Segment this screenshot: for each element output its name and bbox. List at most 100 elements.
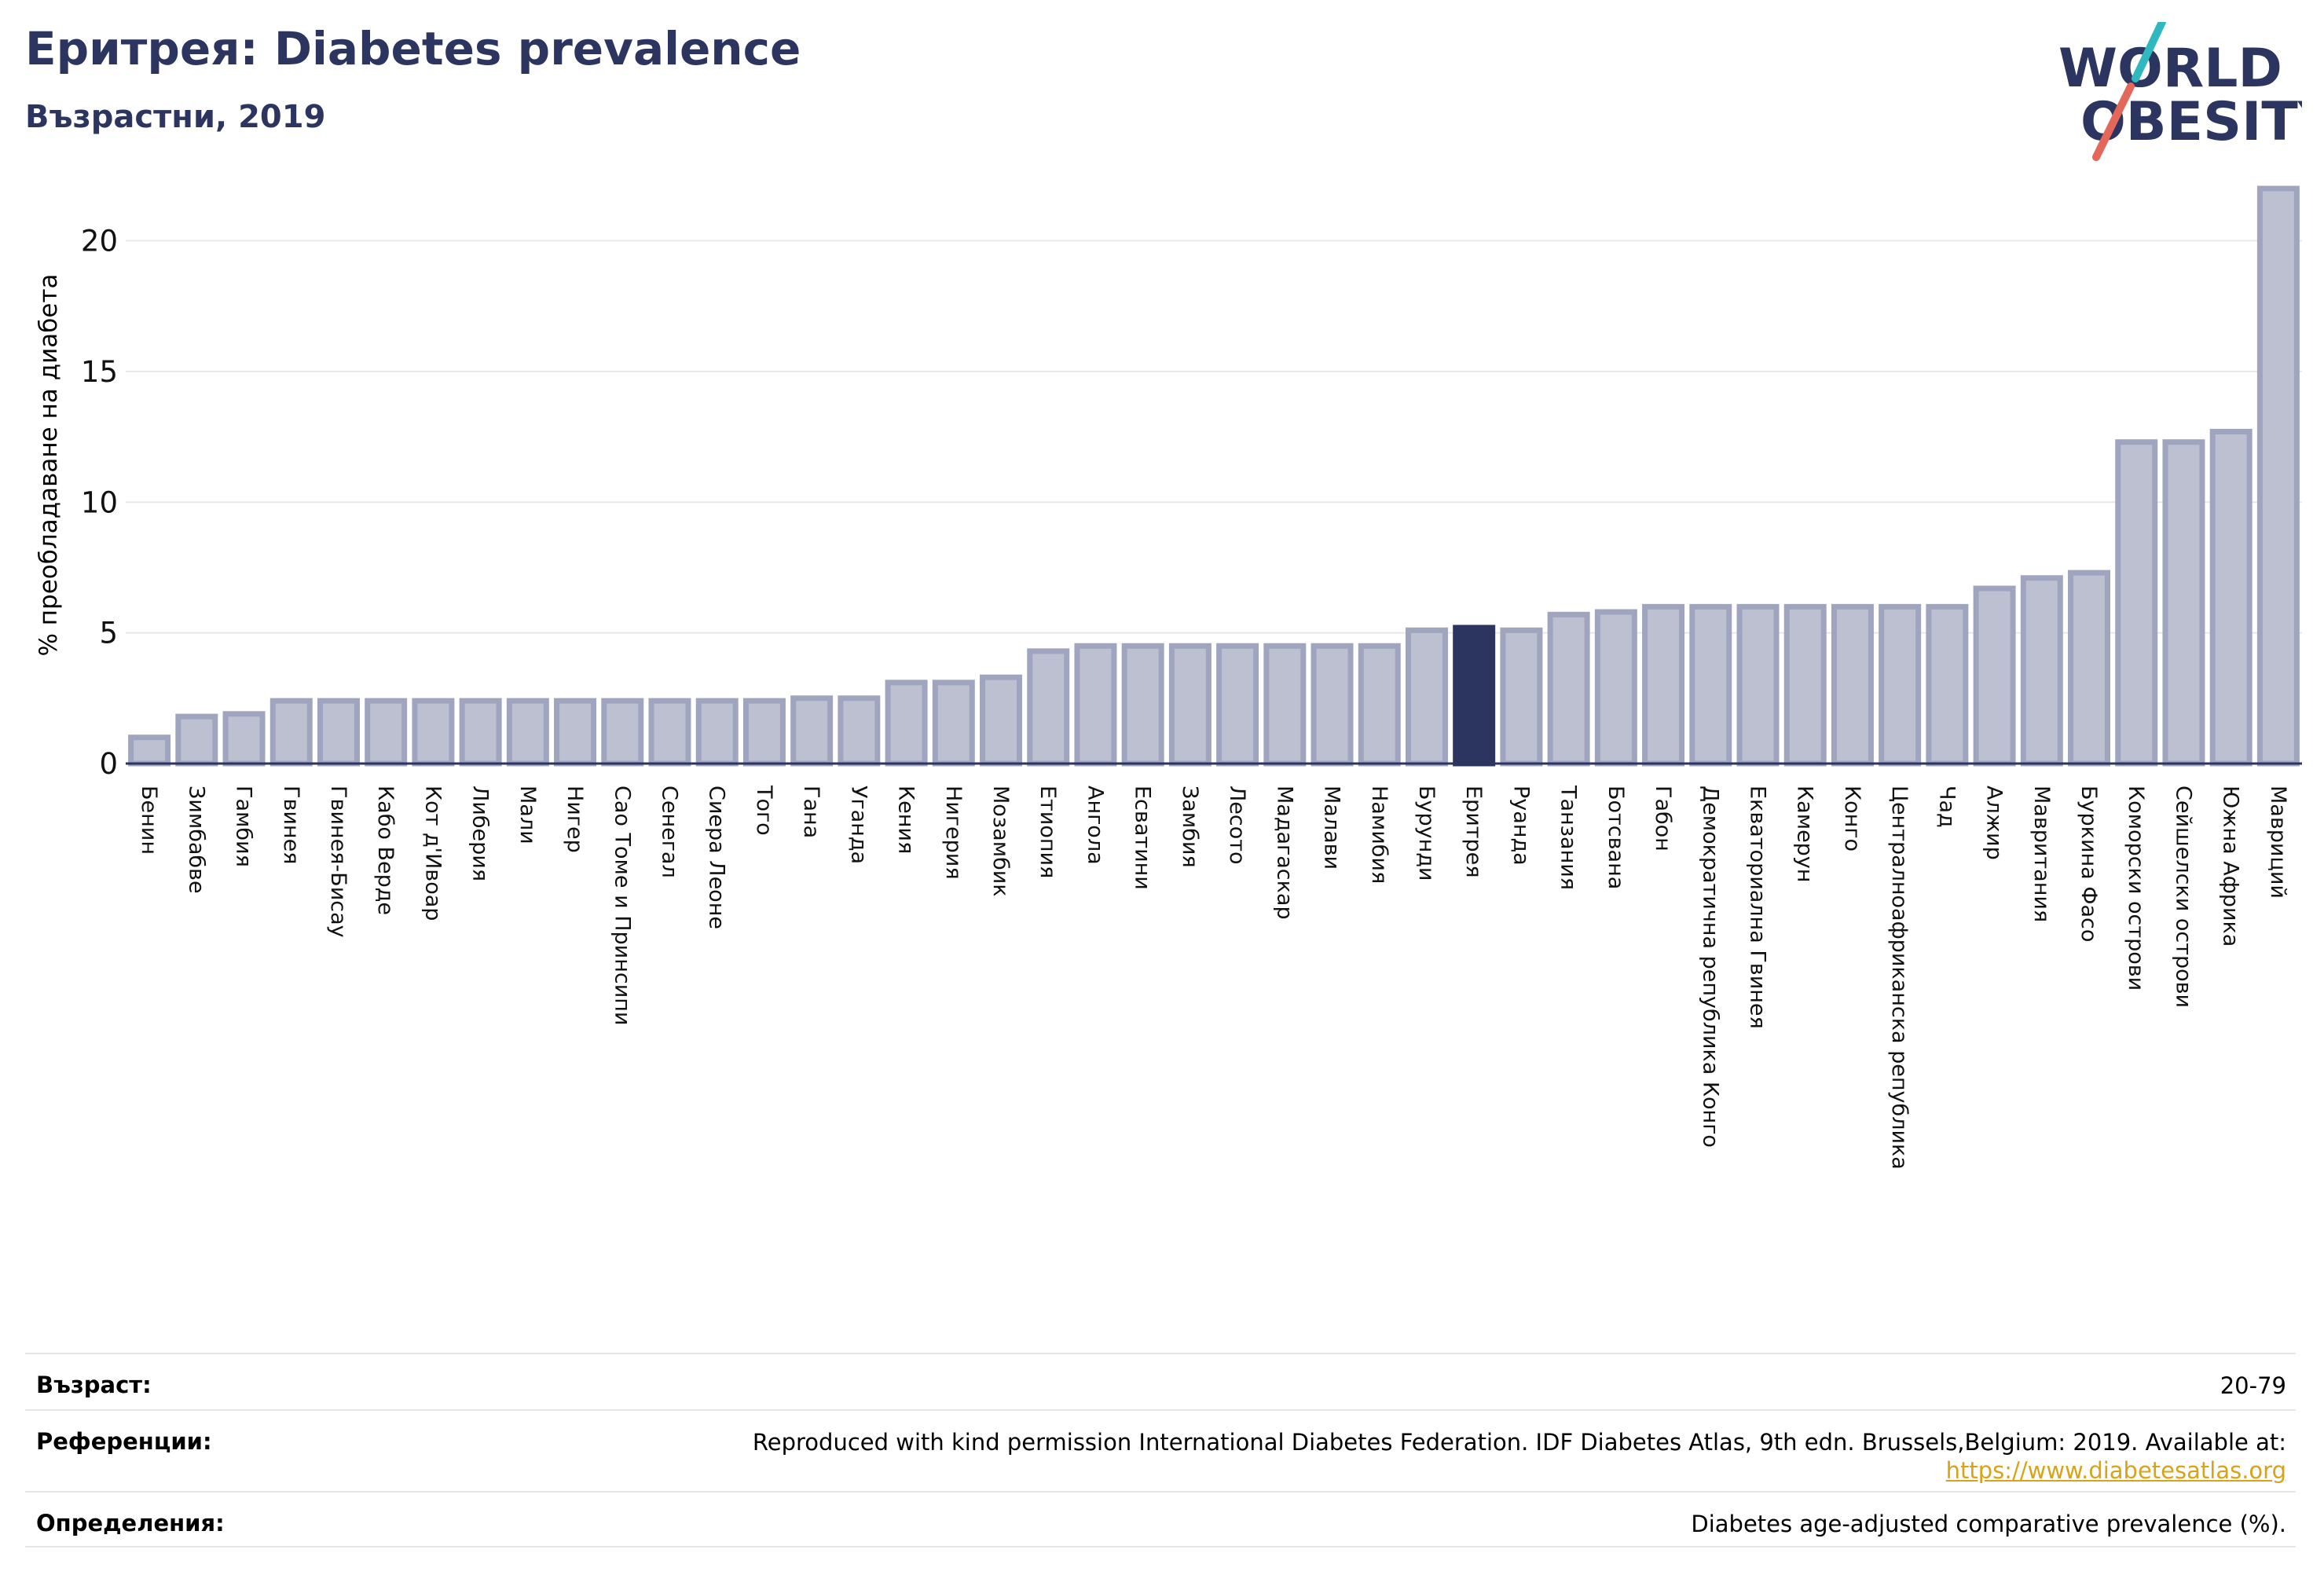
bar[interactable]: [222, 711, 266, 767]
bar[interactable]: [1642, 603, 1685, 767]
x-tick-label: Сао Томе и Принсипи: [610, 786, 634, 1025]
x-tick-label: Бенин: [137, 786, 161, 855]
y-tick-label: 0: [99, 747, 118, 781]
bar[interactable]: [742, 698, 786, 767]
age-value: 20-79: [2220, 1372, 2286, 1399]
bar[interactable]: [1358, 643, 1401, 767]
bar[interactable]: [554, 698, 597, 767]
bar-highlighted[interactable]: [1453, 625, 1496, 767]
logo-line-1: WORLD: [2058, 38, 2282, 100]
bar[interactable]: [2209, 428, 2253, 767]
x-tick-label: Мавриций: [2266, 786, 2290, 899]
bar[interactable]: [1310, 643, 1354, 767]
bar[interactable]: [790, 695, 834, 767]
x-axis-labels: Бенин Зимбабве Гамбия Гвинея Гвинея-Бисау Каб…: [137, 785, 2290, 1170]
bars: [128, 185, 2300, 767]
bar[interactable]: [2115, 439, 2158, 767]
bar[interactable]: [1500, 627, 1543, 767]
x-tick-label: Малави: [1320, 786, 1344, 870]
bar[interactable]: [1263, 643, 1307, 767]
y-tick-label: 10: [81, 485, 118, 519]
bar-chart: 0 5 10 15 20 Бенин Зимбабве Гамбия Гвинея Гвинея…: [81, 185, 2302, 1170]
bar[interactable]: [1879, 603, 1922, 767]
bar[interactable]: [506, 698, 549, 767]
x-tick-label: Мавритания: [2029, 786, 2054, 922]
bar[interactable]: [365, 698, 408, 767]
bar[interactable]: [1027, 648, 1070, 767]
bar[interactable]: [175, 713, 218, 767]
x-tick-label: Коморски острови: [2124, 786, 2148, 991]
x-tick-label: Чад: [1934, 786, 1959, 828]
bar[interactable]: [1216, 643, 1259, 767]
x-tick-label: Бурунди: [1414, 786, 1439, 881]
references-link[interactable]: https://www.diabetesatlas.org: [1945, 1457, 2286, 1485]
bar[interactable]: [2068, 570, 2111, 767]
bar[interactable]: [1405, 627, 1448, 767]
bar[interactable]: [1594, 609, 1637, 767]
logo-slash-top: [2132, 18, 2166, 82]
x-tick-label: Централноафриканска република: [1887, 786, 1912, 1170]
x-tick-label: Кабо Верде: [373, 786, 398, 915]
x-tick-label: Сейшелски острови: [2171, 786, 2195, 1008]
y-axis-ticks: 0 5 10 15 20: [81, 225, 118, 781]
x-tick-label: Конго: [1840, 786, 1864, 852]
bar[interactable]: [838, 695, 881, 767]
x-tick-label: Демократична република Конго: [1698, 786, 1722, 1148]
bar[interactable]: [412, 698, 455, 767]
bar[interactable]: [1926, 603, 1969, 767]
bar[interactable]: [1736, 603, 1780, 767]
bar[interactable]: [648, 698, 691, 767]
x-tick-label: Сенегал: [658, 786, 682, 878]
chart-subtitle: Възрастни, 2019: [25, 99, 326, 135]
bar[interactable]: [2162, 439, 2205, 767]
bar[interactable]: [1831, 603, 1874, 767]
bar[interactable]: [1121, 643, 1164, 767]
x-tick-label: Намибия: [1367, 786, 1391, 884]
x-tick-label: Либерия: [468, 786, 493, 881]
bar[interactable]: [1547, 611, 1590, 767]
x-tick-label: Екваториална Гвинея: [1746, 786, 1770, 1029]
x-tick-label: Етиопия: [1036, 786, 1060, 878]
bar[interactable]: [885, 679, 928, 767]
bar[interactable]: [1168, 643, 1211, 767]
x-tick-label: Алжир: [1982, 786, 2007, 860]
definitions-label: Определения:: [36, 1510, 225, 1537]
bar[interactable]: [459, 698, 502, 767]
bar[interactable]: [317, 698, 360, 767]
x-tick-label: Зимбабве: [184, 786, 208, 894]
world-obesity-logo[interactable]: WORLD OBESITY: [2043, 18, 2324, 174]
x-tick-label: Мали: [515, 786, 540, 844]
x-tick-label: Гамбия: [232, 786, 256, 867]
info-row-age: Възраст: 20-79: [25, 1353, 2296, 1409]
bar[interactable]: [1973, 585, 2016, 767]
bar[interactable]: [1689, 603, 1732, 767]
grid-lines: [126, 240, 2302, 634]
bar[interactable]: [1783, 603, 1827, 767]
bar[interactable]: [128, 734, 171, 767]
x-tick-label: Есватини: [1131, 786, 1155, 890]
info-row-references: Референции: Reproduced with kind permiss…: [25, 1409, 2296, 1491]
x-tick-label: Гвинея: [279, 786, 303, 864]
y-axis-label: % преобладаване на диабета: [35, 273, 63, 657]
bar[interactable]: [932, 679, 975, 767]
definitions-value: Diabetes age-adjusted comparative preval…: [1691, 1511, 2286, 1537]
x-tick-label: Замбия: [1178, 786, 1202, 868]
x-tick-label: Нигер: [563, 786, 587, 853]
references-text: Reproduced with kind permission Internat…: [752, 1429, 2286, 1456]
x-tick-label: Руанда: [1508, 786, 1533, 866]
references-value: Reproduced with kind permission Internat…: [753, 1428, 2296, 1485]
bar[interactable]: [2020, 575, 2063, 767]
bar[interactable]: [1074, 643, 1117, 767]
x-tick-label: Еритрея: [1461, 786, 1486, 877]
x-tick-label: Гана: [799, 786, 823, 838]
bar[interactable]: [269, 698, 313, 767]
x-tick-label: Уганда: [846, 786, 871, 864]
bar[interactable]: [2256, 185, 2300, 767]
bar[interactable]: [980, 674, 1023, 767]
x-tick-label: Танзания: [1556, 785, 1581, 890]
bar[interactable]: [601, 698, 644, 767]
bar[interactable]: [695, 698, 739, 767]
x-tick-label: Мадагаскар: [1272, 786, 1296, 920]
chart-title: Еритрея: Diabetes prevalence: [25, 22, 801, 75]
x-tick-label: Кения: [894, 786, 918, 854]
